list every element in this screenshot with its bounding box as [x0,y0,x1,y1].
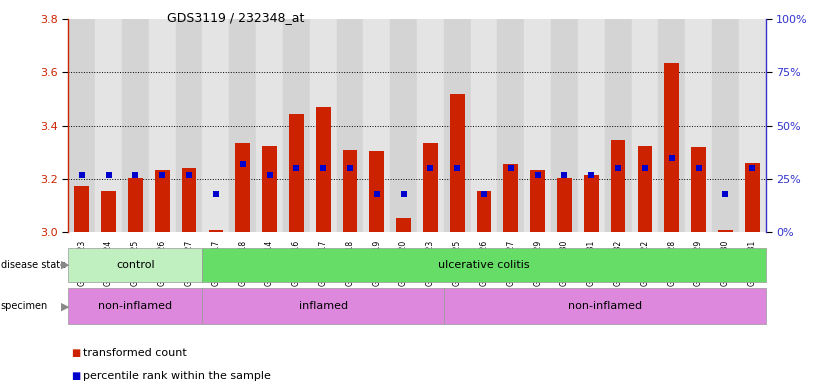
Text: control: control [116,260,155,270]
Bar [262,146,277,232]
Bar [745,163,760,232]
Bar [444,19,470,232]
Text: inflamed: inflamed [299,301,348,311]
Bar [337,19,364,232]
Bar [390,19,417,232]
Bar [95,19,122,232]
Text: specimen: specimen [1,301,48,311]
Text: ▶: ▶ [61,301,69,311]
Bar [68,19,95,232]
Bar [718,230,733,232]
Bar [610,141,626,232]
Bar [309,19,337,232]
Bar [658,19,686,232]
Bar [686,19,712,232]
Bar [470,19,497,232]
Bar [182,169,197,232]
Bar [235,143,250,232]
Bar [74,186,89,232]
Bar [423,143,438,232]
Text: ▶: ▶ [61,260,69,270]
Text: ulcerative colitis: ulcerative colitis [438,260,530,270]
Bar [343,150,357,232]
Bar [122,19,148,232]
Bar [665,63,679,232]
Bar [364,19,390,232]
Bar [525,19,551,232]
Bar [477,191,491,232]
Text: percentile rank within the sample: percentile rank within the sample [83,371,271,381]
Bar [557,178,572,232]
Bar [712,19,739,232]
Bar [203,19,229,232]
Bar [584,175,599,232]
Bar [203,288,444,324]
Bar [229,19,256,232]
Text: non-inflamed: non-inflamed [98,301,173,311]
Bar [148,19,176,232]
Bar [208,230,224,232]
Bar [283,19,309,232]
Bar [739,19,766,232]
Bar [176,19,203,232]
Bar [316,107,330,232]
Bar [128,178,143,232]
Bar [289,114,304,232]
Bar [396,218,411,232]
Bar [101,191,116,232]
Bar [417,19,444,232]
Bar [256,19,283,232]
Bar [155,170,169,232]
Bar [578,19,605,232]
Bar [551,19,578,232]
Bar [605,19,631,232]
Bar [444,288,766,324]
Text: GDS3119 / 232348_at: GDS3119 / 232348_at [167,12,304,25]
Bar [369,151,384,232]
Bar [450,94,465,232]
Text: disease state: disease state [1,260,66,270]
Text: non-inflamed: non-inflamed [568,301,642,311]
Bar [691,147,706,232]
Bar [203,248,766,282]
Text: ■: ■ [71,371,80,381]
Bar [530,170,545,232]
Bar [637,146,652,232]
Bar [504,164,518,232]
Bar [68,248,203,282]
Text: ■: ■ [71,348,80,358]
Bar [497,19,525,232]
Bar [631,19,658,232]
Text: transformed count: transformed count [83,348,187,358]
Bar [68,288,203,324]
